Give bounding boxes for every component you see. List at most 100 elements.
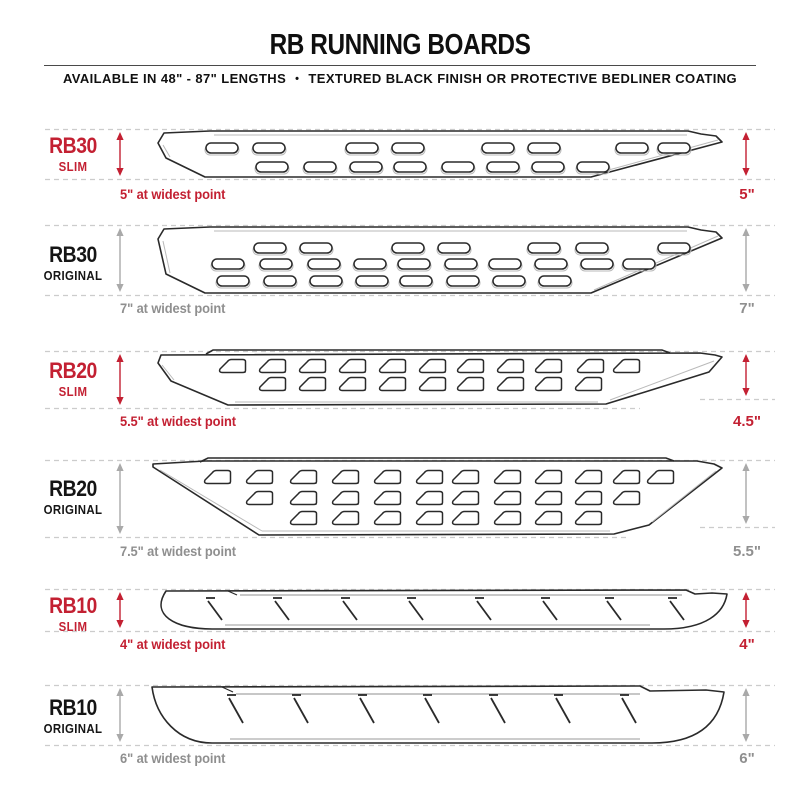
oval-slot	[492, 275, 526, 287]
model-name: RB20	[49, 358, 97, 383]
arrowhead-up-icon	[116, 228, 124, 236]
d-shaped-slot	[574, 376, 603, 392]
tread-slash-mark	[293, 697, 309, 724]
d-shaped-slot	[534, 358, 563, 374]
row-label-rb30-original: RB30 ORIGINAL	[42, 244, 104, 283]
board-detail-line	[221, 686, 234, 693]
arrowhead-up-icon	[116, 463, 124, 471]
oval-slot	[622, 258, 656, 270]
board-detail-line	[161, 364, 175, 381]
oval-slot	[216, 275, 250, 287]
d-shaped-slot	[534, 490, 563, 506]
oval-slot	[481, 142, 515, 154]
tread-slash-mark	[424, 697, 440, 724]
arrowhead-up-icon	[116, 354, 124, 362]
oval-slot	[391, 242, 425, 254]
arrowhead-up-icon	[116, 688, 124, 696]
d-shaped-slot	[534, 376, 563, 392]
board-detail-line	[199, 457, 675, 463]
tread-slash-mark	[408, 600, 424, 621]
side-width-value: 5"	[739, 186, 755, 203]
arrowhead-down-icon	[116, 734, 124, 742]
arrowhead-up-icon	[742, 228, 750, 236]
oval-slot	[263, 275, 297, 287]
d-shaped-slot	[331, 469, 360, 485]
model-name: RB30	[49, 133, 97, 158]
oval-slot	[486, 161, 520, 173]
variant-name: SLIM	[58, 619, 88, 634]
d-shaped-slot	[612, 469, 641, 485]
d-shaped-slot	[373, 510, 402, 526]
variant-name: ORIGINAL	[43, 268, 103, 283]
d-shaped-slot	[496, 376, 525, 392]
d-shaped-slot	[534, 510, 563, 526]
widest-point-note: 6" at widest point	[120, 750, 226, 766]
d-shaped-slot	[331, 510, 360, 526]
tread-slash-mark	[274, 600, 290, 621]
board-row-rb20-original	[45, 457, 775, 539]
tread-slash-mark	[228, 697, 244, 724]
arrowhead-up-icon	[742, 132, 750, 140]
arrowhead-down-icon	[742, 168, 750, 176]
oval-slot	[444, 258, 478, 270]
tread-slash-mark	[542, 600, 558, 621]
board-row-rb20-slim	[45, 349, 775, 410]
widest-point-note: 7" at widest point	[120, 300, 226, 316]
oval-slot	[307, 258, 341, 270]
model-name: RB10	[49, 695, 97, 720]
oval-slot	[575, 242, 609, 254]
oval-slot	[397, 258, 431, 270]
d-shaped-slot	[456, 358, 485, 374]
oval-slot	[259, 258, 293, 270]
board-detail-line	[162, 144, 171, 158]
d-shaped-slot	[493, 469, 522, 485]
arrowhead-down-icon	[742, 734, 750, 742]
oval-slot	[441, 161, 475, 173]
side-width-value: 4.5"	[733, 413, 761, 430]
board-detail-line	[609, 360, 715, 401]
tread-slash-mark	[555, 697, 571, 724]
d-shaped-slot	[245, 490, 274, 506]
d-shaped-slot	[338, 358, 367, 374]
arrowhead-down-icon	[116, 168, 124, 176]
d-shaped-slot	[456, 376, 485, 392]
arrowhead-up-icon	[116, 132, 124, 140]
d-shaped-slot	[612, 490, 641, 506]
d-shaped-slot	[418, 376, 447, 392]
d-shaped-slot	[331, 490, 360, 506]
d-shaped-slot	[289, 510, 318, 526]
board-row-rb30-original	[45, 224, 775, 297]
d-shaped-slot	[612, 358, 641, 374]
variant-name: SLIM	[58, 384, 88, 399]
tread-slash-mark	[669, 600, 685, 621]
oval-slot	[255, 161, 289, 173]
arrowhead-up-icon	[742, 463, 750, 471]
board-row-rb10-original	[45, 684, 775, 747]
oval-slot	[303, 161, 337, 173]
oval-slot	[538, 275, 572, 287]
oval-slot	[253, 242, 287, 254]
board-outline	[157, 130, 723, 178]
arrowhead-down-icon	[742, 284, 750, 292]
row-label-rb10-original: RB10 ORIGINAL	[42, 695, 104, 736]
d-shaped-slot	[298, 358, 327, 374]
d-shaped-slot	[451, 510, 480, 526]
d-shaped-slot	[373, 490, 402, 506]
oval-slot	[615, 142, 649, 154]
board-detail-line	[162, 240, 171, 274]
d-shaped-slot	[574, 469, 603, 485]
d-shaped-slot	[258, 358, 287, 374]
oval-slot	[252, 142, 286, 154]
d-shaped-slot	[245, 469, 274, 485]
tread-slash-mark	[490, 697, 506, 724]
d-shaped-slot	[338, 376, 367, 392]
subtitle-finish: TEXTURED BLACK FINISH OR PROTECTIVE BEDL…	[308, 71, 738, 86]
page-title: RB RUNNING BOARDS	[269, 29, 531, 61]
board-row-rb10-slim	[45, 588, 775, 633]
d-shaped-slot	[218, 358, 247, 374]
arrowhead-up-icon	[742, 354, 750, 362]
oval-slot	[657, 242, 691, 254]
oval-slot	[211, 258, 245, 270]
